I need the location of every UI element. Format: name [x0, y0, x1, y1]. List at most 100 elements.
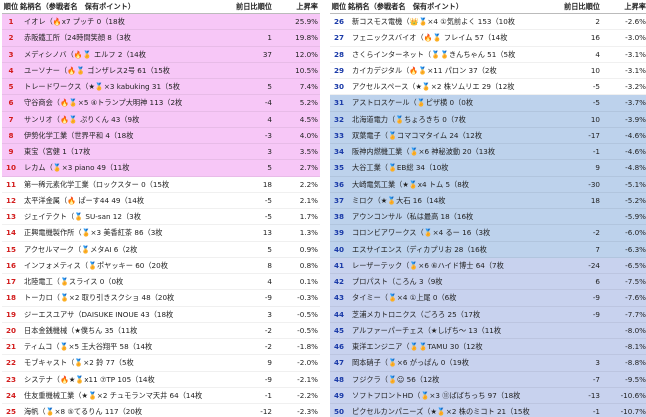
- rank-cell: 43: [333, 293, 344, 303]
- rate-cell: -4.6%: [625, 130, 646, 140]
- name-cell: インフォメティス（🏅ポヤッキー 60（20枚: [24, 260, 168, 270]
- rank-cell: 15: [5, 244, 16, 254]
- diff-cell: 16: [590, 33, 600, 43]
- name-cell: 太平洋金属（🔥 ぱーす44 49（14枚: [24, 195, 145, 205]
- rate-cell: -2.2%: [297, 390, 318, 400]
- rank-cell: 42: [333, 277, 344, 286]
- rate-cell: -7.6%: [625, 293, 646, 303]
- rank-cell: 44: [333, 309, 344, 319]
- rank-cell: 8: [8, 130, 14, 140]
- diff-cell: -5: [264, 212, 272, 221]
- ranking-table-left: 順位 銘柄名（参戦者名 保有ポイント） 前日比順位 上昇率 1 イオレ（🔥x7 プ…: [2, 0, 320, 417]
- diff-cell: 2: [595, 17, 600, 26]
- name-cell: 芝浦メカトロニクス（ごろろ 25（17枚: [352, 309, 481, 319]
- name-cell: 赤阪鐵工所（24時間笑顔 8（3枚: [24, 33, 131, 43]
- name-cell: カイカデジタル（🔥🏅×11 パロン 37（2枚: [352, 65, 497, 75]
- rate-cell: -2.3%: [297, 407, 318, 416]
- table-row: 4 ユーソナー（🔥🏅 ゴンザレス2号 61（15枚 10.5%: [2, 62, 320, 79]
- rate-cell: 0.8%: [299, 260, 318, 270]
- table-row: 8 伊勢化学工業（世界平和 4（18枚 -3 4.0%: [2, 127, 320, 144]
- rate-cell: 12.0%: [295, 49, 318, 59]
- table-row: 13 ジェイテクト（🏅 SU-san 12（3枚 -5 1.7%: [2, 209, 320, 226]
- rate-cell: -7.5%: [625, 277, 646, 286]
- table-row: 3 メディシノバ（🔥🏅 エルフ 2（14枚 37 12.0%: [2, 46, 320, 63]
- table-row: 43 タイミー（🏅×4 ①上尾 0（6枚 -9 -7.6%: [330, 290, 646, 307]
- table-row: 41 レーザーテック（🏅×6 ⑥ハイド博士 64（7枚 -24 -6.5%: [330, 257, 646, 274]
- rate-cell: -6.0%: [625, 228, 646, 238]
- rate-cell: -0.5%: [297, 325, 318, 335]
- rank-cell: 14: [5, 228, 16, 238]
- rank-cell: 10: [5, 163, 16, 173]
- rank-cell: 6: [8, 98, 14, 108]
- rate-cell: 19.8%: [295, 33, 318, 43]
- diff-cell: 9: [595, 163, 600, 173]
- diff-cell: 1: [267, 33, 272, 43]
- table-row: 50 ピクセルカンパニーズ（★🏅×2 株のミコト 21（15枚 -1 -10.7%: [330, 404, 646, 417]
- rate-cell: -3.9%: [625, 114, 646, 124]
- table-row: 15 アクセルマーク（🏅メタAI 6（2枚 5 0.9%: [2, 241, 320, 258]
- table-row: 40 エスサイエンス（ディカプリお 28（16枚 7 -6.3%: [330, 241, 646, 258]
- diff-cell: -2: [264, 325, 272, 335]
- diff-cell: -2: [264, 342, 272, 351]
- name-cell: さくらインターネット（🏅🏅きんちゃん 51（5枚: [352, 49, 516, 59]
- name-cell: 東宝（宮健 1（17枚: [24, 147, 91, 156]
- rank-cell: 1: [8, 17, 14, 26]
- diff-cell: 18: [262, 179, 272, 189]
- rate-cell: 5.2%: [299, 98, 318, 108]
- name-cell: 岡本硝子（🏅×6 がっぱん 0（19枚: [352, 358, 469, 368]
- diff-cell: -13: [588, 390, 600, 400]
- diff-cell: -5: [592, 98, 600, 108]
- table-row: 14 正興電機製作所（🏅×3 美香紅茶 86（3枚 13 1.3%: [2, 225, 320, 242]
- rank-cell: 33: [333, 130, 344, 140]
- table-row: 12 太平洋金属（🔥 ぱーす44 49（14枚 -5 2.1%: [2, 192, 320, 209]
- rank-cell: 20: [5, 325, 16, 335]
- diff-cell: -12: [260, 407, 272, 416]
- rank-cell: 11: [5, 179, 16, 189]
- rate-cell: -3.1%: [625, 49, 646, 59]
- name-cell: レーザーテック（🏅×6 ⑥ハイド博士 64（7枚: [352, 260, 504, 270]
- table-row: 28 さくらインターネット（🏅🏅きんちゃん 51（5枚 4 -3.1%: [330, 46, 646, 63]
- rate-cell: -4.6%: [625, 147, 646, 156]
- rank-cell: 7: [8, 114, 14, 124]
- diff-cell: 6: [595, 277, 600, 286]
- rate-cell: -5.2%: [625, 195, 646, 205]
- name-cell: トーカロ（🏅×2 取り引きスクショ 48（20枚: [24, 293, 175, 303]
- diff-cell: 7: [595, 244, 600, 254]
- rank-cell: 39: [333, 228, 344, 238]
- rank-cell: 35: [333, 163, 344, 173]
- rank-cell: 36: [333, 179, 344, 189]
- rate-cell: 4.0%: [299, 130, 318, 140]
- name-cell: 正興電機製作所（🏅×3 美香紅茶 86（3枚: [24, 228, 163, 238]
- name-cell: アストロスケール（🏅ピザ横 0（0枚: [352, 98, 474, 108]
- rank-cell: 34: [333, 147, 344, 156]
- name-cell: フェニックスバイオ（🔥🏅 フレイム 57（14枚: [352, 33, 508, 43]
- name-cell: 北海道電力（🏅ちょろきち 0（7枚: [352, 114, 466, 124]
- diff-cell: -4: [264, 98, 272, 108]
- header-name: 銘柄名（参戦者名 保有ポイント）: [20, 2, 136, 11]
- diff-cell: -1: [264, 390, 272, 400]
- rank-cell: 21: [5, 342, 16, 351]
- rank-cell: 18: [5, 293, 16, 303]
- rate-cell: -6.5%: [625, 260, 646, 270]
- name-cell: システナ（🔥★🏅x11 ⑦TP 105（14枚: [24, 374, 155, 384]
- rank-cell: 50: [333, 407, 344, 416]
- rate-cell: 0.9%: [299, 244, 318, 254]
- name-cell: 新コスモス電機（👑🏅×4 ①気前よく 153（10枚: [352, 17, 515, 26]
- rate-cell: 4.5%: [299, 114, 318, 124]
- header-diff: 前日比順位: [564, 2, 600, 11]
- rank-cell: 12: [5, 195, 16, 205]
- name-cell: タイミー（🏅×4 ①上尾 0（6枚: [352, 293, 457, 303]
- diff-cell: -9: [592, 309, 600, 319]
- rate-cell: -8.8%: [625, 358, 646, 368]
- name-cell: アウンコンサル（私は最高 18（16枚: [352, 212, 474, 221]
- name-cell: 海帆（🏅×8 ⑤てるりん 117（20枚: [24, 407, 143, 416]
- table-row: 11 第一稀元素化学工業（ロックスター 0（15枚 18 2.2%: [2, 176, 320, 193]
- name-cell: フジクラ（🏅☺ 56（12枚: [352, 374, 440, 384]
- name-cell: 大谷工業（🏅EB総 34（10枚: [352, 163, 449, 173]
- rank-cell: 25: [5, 407, 16, 416]
- diff-cell: 4: [267, 114, 272, 124]
- rank-cell: 13: [5, 212, 16, 221]
- rank-cell: 5: [8, 82, 14, 91]
- table-row: 22 モブキャスト（🏅×2 鈴 77（5枚 9 -2.0%: [2, 355, 320, 372]
- name-cell: 伊勢化学工業（世界平和 4（18枚: [24, 130, 134, 140]
